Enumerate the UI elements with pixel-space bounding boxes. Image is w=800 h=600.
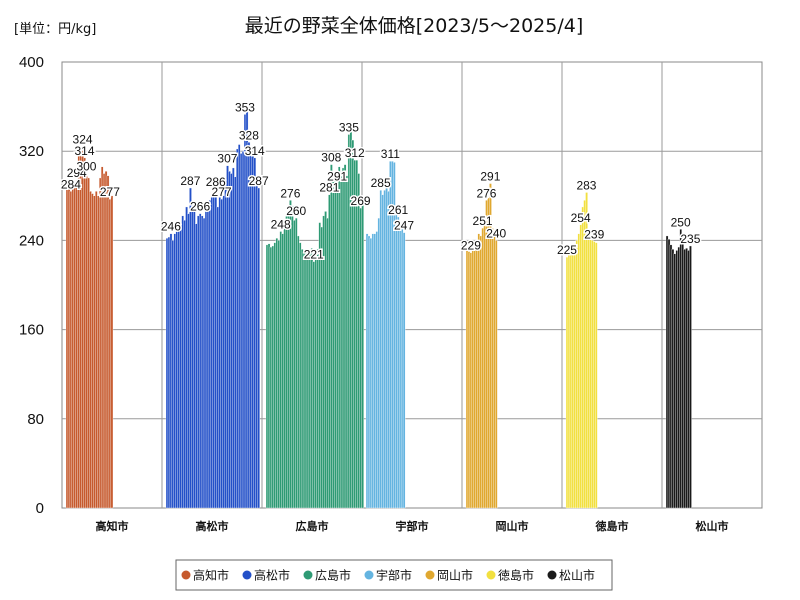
data-label: 287 xyxy=(180,174,200,188)
data-label: 285 xyxy=(371,176,391,190)
data-label: 287 xyxy=(249,174,269,188)
legend-marker xyxy=(364,570,374,580)
legend-marker xyxy=(242,570,252,580)
data-label: 324 xyxy=(73,133,93,147)
data-label: 312 xyxy=(345,146,365,160)
data-label: 235 xyxy=(680,232,700,246)
data-label: 254 xyxy=(571,211,591,225)
data-label: 311 xyxy=(381,147,400,161)
legend-label: 徳島市 xyxy=(498,568,534,583)
bar xyxy=(361,204,364,509)
bar xyxy=(402,232,406,509)
legend-marker xyxy=(425,570,435,580)
y-tick-label: 0 xyxy=(36,500,44,517)
data-label: 314 xyxy=(75,144,95,158)
y-tick-label: 400 xyxy=(19,54,44,71)
legend-label: 松山市 xyxy=(559,568,595,583)
y-tick-label: 320 xyxy=(19,143,44,160)
data-label: 328 xyxy=(239,128,259,142)
data-label: 239 xyxy=(584,228,604,242)
x-tick-label: 宇部市 xyxy=(396,519,429,533)
data-label: 284 xyxy=(61,177,81,191)
bar xyxy=(110,195,114,509)
bar xyxy=(595,242,598,509)
x-tick-label: 岡山市 xyxy=(496,519,529,533)
bars-layer xyxy=(65,108,692,509)
data-label: 247 xyxy=(394,219,414,233)
data-label: 281 xyxy=(319,181,339,195)
data-label: 283 xyxy=(576,178,596,192)
legend-marker xyxy=(303,570,313,580)
data-label: 240 xyxy=(486,226,506,240)
data-label: 266 xyxy=(190,200,210,214)
data-label: 221 xyxy=(304,248,324,262)
data-label: 307 xyxy=(217,152,237,166)
chart-title: 最近の野菜全体価格[2023/5～2025/4] xyxy=(245,15,584,37)
legend-marker xyxy=(486,570,496,580)
legend-label: 高松市 xyxy=(254,568,290,583)
data-label: 229 xyxy=(461,239,481,253)
data-label: 294 xyxy=(67,166,87,180)
data-label: 248 xyxy=(271,217,291,231)
x-tick-label: 広島市 xyxy=(296,519,329,533)
data-label: 261 xyxy=(388,203,408,217)
legend-label: 岡山市 xyxy=(437,568,473,583)
y-tick-label: 160 xyxy=(19,322,44,339)
data-label: 335 xyxy=(339,120,359,134)
data-label: 276 xyxy=(280,186,300,200)
data-label: 246 xyxy=(161,220,181,234)
data-label: 277 xyxy=(212,185,232,199)
data-label: 314 xyxy=(245,144,265,158)
y-tick-label: 80 xyxy=(27,411,44,428)
data-label: 277 xyxy=(100,185,120,199)
data-label: 308 xyxy=(321,151,341,165)
data-labels-layer: 2842943243143002772462872663072862773533… xyxy=(59,99,702,263)
legend-label: 高知市 xyxy=(193,568,229,583)
unit-label: [単位：円/kg] xyxy=(14,21,96,37)
data-label: 269 xyxy=(351,194,371,208)
x-tick-label: 高知市 xyxy=(96,519,129,533)
legend-marker xyxy=(547,570,557,580)
x-tick-label: 松山市 xyxy=(696,519,729,533)
legend-label: 宇部市 xyxy=(376,568,412,583)
data-label: 276 xyxy=(476,186,496,200)
data-label: 353 xyxy=(235,100,255,114)
axis-layer: 0 80 160 240 320 400 高知市 高松市 広島市 宇部市 岡山市 徳島市 松山市 xyxy=(19,54,729,533)
legend-label: 広島市 xyxy=(315,568,351,583)
data-label: 250 xyxy=(671,215,691,229)
data-label: 291 xyxy=(480,170,500,184)
y-tick-label: 240 xyxy=(19,232,44,249)
bar xyxy=(495,240,498,509)
data-label: 251 xyxy=(473,214,493,228)
data-label: 300 xyxy=(76,160,96,174)
data-label: 225 xyxy=(557,243,577,257)
data-label: 291 xyxy=(327,170,347,184)
data-label: 286 xyxy=(206,175,226,189)
bar xyxy=(689,245,692,509)
x-tick-label: 高松市 xyxy=(196,519,229,533)
data-label: 260 xyxy=(286,204,306,218)
legend-marker xyxy=(181,570,191,580)
bar xyxy=(257,187,260,509)
legend: 高知市 高松市 広島市 宇部市 岡山市 徳島市 松山市 xyxy=(175,559,613,591)
x-tick-label: 徳島市 xyxy=(595,519,629,533)
